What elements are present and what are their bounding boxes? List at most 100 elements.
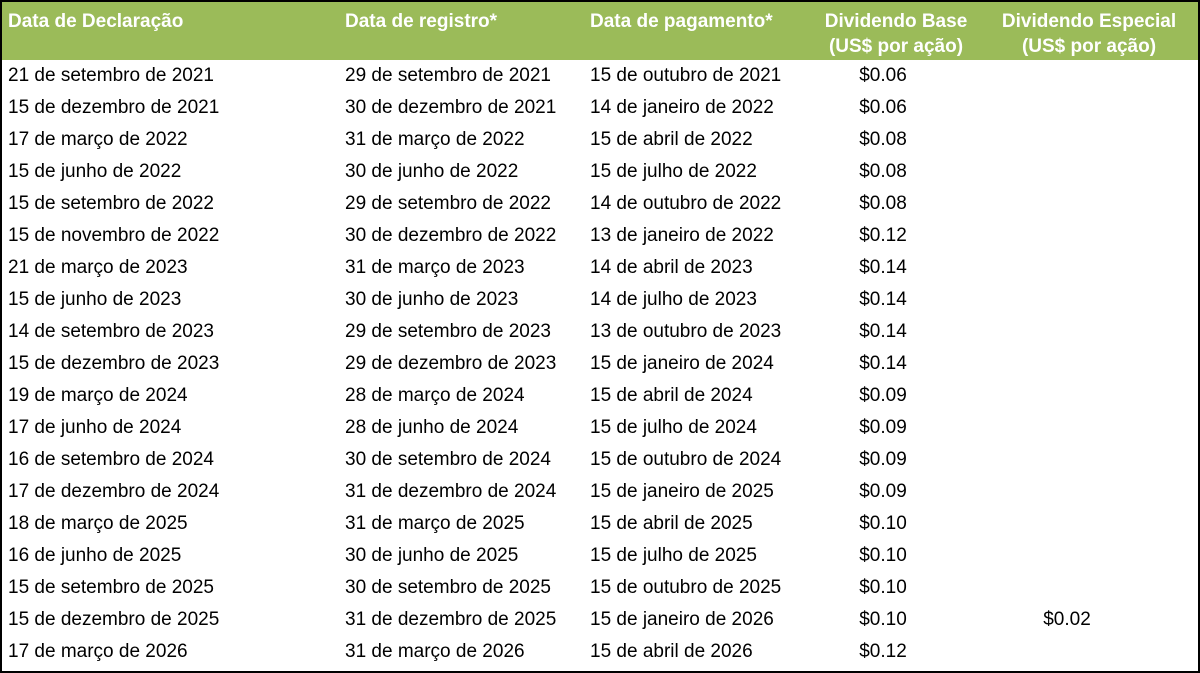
column-header-label: Data de registro*	[345, 11, 498, 32]
table-cell: 19 de março de 2024	[8, 385, 188, 406]
table-row: 14 de setembro de 2023 29 de setembro de …	[2, 316, 1198, 348]
column-header-label: Data de pagamento*	[590, 11, 773, 32]
column-header-label: Dividendo Base	[824, 11, 968, 32]
column-header-special-dividend: Dividendo Especial (US$ por ação)	[980, 2, 1198, 60]
table-row: 15 de dezembro de 2023 29 de dezembro de …	[2, 348, 1198, 380]
column-header-payment-date: Data de pagamento*	[584, 2, 812, 60]
table-cell: 29 de setembro de 2023	[345, 321, 551, 342]
table-row: 15 de novembro de 2022 30 de dezembro de …	[2, 220, 1198, 252]
table-cell: 14 de abril de 2023	[590, 257, 753, 278]
table-cell: $0.10	[859, 513, 907, 534]
table-cell: 15 de setembro de 2025	[8, 577, 214, 598]
table-cell: 31 de março de 2026	[345, 641, 525, 662]
table-cell: 15 de janeiro de 2024	[590, 353, 774, 374]
table-cell: 15 de abril de 2022	[590, 129, 753, 150]
table-cell: $0.06	[859, 97, 907, 118]
table-cell: $0.09	[859, 449, 907, 470]
table-row: 17 de março de 2026 31 de março de 2026 15…	[2, 636, 1198, 668]
table-row: 15 de setembro de 2025 30 de setembro de …	[2, 572, 1198, 604]
table-cell: $0.09	[859, 385, 907, 406]
table-cell: 29 de setembro de 2022	[345, 193, 551, 214]
table-cell: 30 de dezembro de 2021	[345, 97, 557, 118]
column-header-unit: (US$ por ação)	[1021, 36, 1157, 57]
table-cell: 15 de abril de 2024	[590, 385, 753, 406]
table-cell: 17 de dezembro de 2024	[8, 481, 220, 502]
table-cell: 21 de setembro de 2021	[8, 65, 214, 86]
table-cell: 14 de janeiro de 2022	[590, 97, 774, 118]
table-row: 15 de dezembro de 2025 31 de dezembro de …	[2, 604, 1198, 636]
table-row: 17 de dezembro de 2024 31 de dezembro de …	[2, 476, 1198, 508]
table-cell: 15 de janeiro de 2025	[590, 481, 774, 502]
table-cell: 30 de junho de 2025	[345, 545, 519, 566]
table-cell: 15 de abril de 2025	[590, 513, 753, 534]
table-cell: $0.10	[859, 609, 907, 630]
table-cell: $0.08	[859, 161, 907, 182]
table-row: 15 de dezembro de 2021 30 de dezembro de …	[2, 92, 1198, 124]
table-cell: 21 de março de 2023	[8, 257, 188, 278]
table-cell: $0.10	[859, 577, 907, 598]
table-cell: 17 de março de 2022	[8, 129, 188, 150]
table-row: 19 de março de 2024 28 de março de 2024 15…	[2, 380, 1198, 412]
column-header-label: Data de Declaração	[8, 11, 184, 32]
column-header-record-date: Data de registro*	[339, 2, 584, 60]
column-header-declaration-date: Data de Declaração	[2, 2, 339, 60]
table-cell: 15 de novembro de 2022	[8, 225, 220, 246]
table-cell: 31 de março de 2023	[345, 257, 525, 278]
table-row: 16 de junho de 2025 30 de junho de 2025 15…	[2, 540, 1198, 572]
column-header-base-dividend: Dividendo Base (US$ por ação)	[812, 2, 980, 60]
table-cell: 15 de outubro de 2021	[590, 65, 782, 86]
table-cell: 13 de janeiro de 2022	[590, 225, 774, 246]
table-cell: 15 de outubro de 2024	[590, 449, 782, 470]
table-cell: $0.14	[859, 321, 907, 342]
table-cell: 15 de outubro de 2025	[590, 577, 782, 598]
table-cell: 15 de janeiro de 2026	[590, 609, 774, 630]
table-cell: $0.12	[859, 641, 907, 662]
table-row: 17 de março de 2022 31 de março de 2022 15…	[2, 124, 1198, 156]
table-cell: 31 de março de 2025	[345, 513, 525, 534]
table-cell: $0.09	[859, 417, 907, 438]
table-cell: 18 de março de 2025	[8, 513, 188, 534]
table-cell: 30 de junho de 2023	[345, 289, 519, 310]
table-cell: 15 de setembro de 2022	[8, 193, 214, 214]
table-row: 17 de junho de 2024 28 de junho de 2024 15…	[2, 412, 1198, 444]
table-cell: $0.12	[859, 225, 907, 246]
table-cell: $0.09	[859, 481, 907, 502]
column-header-label: Dividendo Especial	[1001, 11, 1177, 32]
table-cell: $0.14	[859, 353, 907, 374]
table-cell: $0.08	[859, 129, 907, 150]
table-cell: $0.14	[859, 289, 907, 310]
table-row: 21 de setembro de 2021 29 de setembro de …	[2, 60, 1198, 92]
table-cell: 14 de outubro de 2022	[590, 193, 782, 214]
table-cell: 31 de dezembro de 2025	[345, 609, 557, 630]
table-cell: 15 de abril de 2026	[590, 641, 753, 662]
table-cell: 28 de junho de 2024	[345, 417, 519, 438]
table-cell: 15 de dezembro de 2025	[8, 609, 220, 630]
table-cell: $0.14	[859, 257, 907, 278]
table-cell: 31 de março de 2022	[345, 129, 525, 150]
table-header-row: Data de Declaração Data de registro* Dat…	[2, 2, 1198, 60]
table-cell: $0.06	[859, 65, 907, 86]
table-cell: 17 de junho de 2024	[8, 417, 182, 438]
table-cell: 29 de dezembro de 2023	[345, 353, 557, 374]
table-cell: 15 de junho de 2023	[8, 289, 182, 310]
table-cell: 15 de julho de 2024	[590, 417, 757, 438]
table-row: 15 de junho de 2023 30 de junho de 2023 14…	[2, 284, 1198, 316]
table-row: 15 de setembro de 2022 29 de setembro de …	[2, 188, 1198, 220]
table-cell: 15 de dezembro de 2023	[8, 353, 220, 374]
table-cell: 15 de julho de 2022	[590, 161, 757, 182]
table-cell: $0.10	[859, 545, 907, 566]
table-cell: 15 de julho de 2025	[590, 545, 757, 566]
table-cell: 28 de março de 2024	[345, 385, 525, 406]
table-cell: 16 de setembro de 2024	[8, 449, 214, 470]
table-cell: $0.02	[1043, 609, 1091, 630]
table-cell: 30 de dezembro de 2022	[345, 225, 557, 246]
table-cell: 30 de setembro de 2025	[345, 577, 551, 598]
table-cell: 31 de dezembro de 2024	[345, 481, 557, 502]
table-cell: 16 de junho de 2025	[8, 545, 182, 566]
table-cell: 30 de setembro de 2024	[345, 449, 551, 470]
table-row: 18 de março de 2025 31 de março de 2025 15…	[2, 508, 1198, 540]
table-cell: 15 de junho de 2022	[8, 161, 182, 182]
column-header-unit: (US$ por ação)	[828, 36, 964, 57]
table-cell: 15 de dezembro de 2021	[8, 97, 220, 118]
